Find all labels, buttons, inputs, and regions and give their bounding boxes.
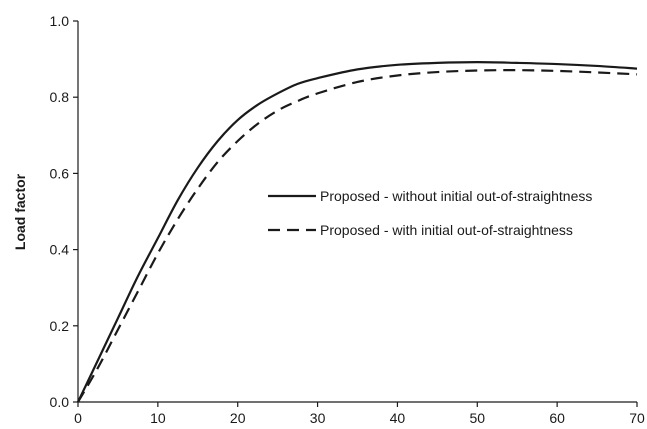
legend-label: Proposed - without initial out-of-straig…: [320, 188, 592, 204]
legend: Proposed - without initial out-of-straig…: [268, 188, 592, 238]
series-layer: [77, 61, 638, 403]
x-tick-label: 30: [310, 410, 326, 426]
series-line-with-imperfection: [77, 69, 638, 403]
y-axis-title: Load factor: [12, 173, 28, 250]
x-tick-label: 60: [549, 410, 565, 426]
series-line-without-imperfection: [77, 61, 638, 403]
y-tick-label: 1.0: [50, 13, 70, 29]
axes: 0.0 0.2 0.4 0.6 0.8 1.0 0 10 20 30 40 50 60 70: [50, 13, 645, 426]
y-tick-label: 0.0: [50, 394, 70, 410]
y-tick-label: 0.4: [50, 242, 70, 258]
x-tick-label: 10: [150, 410, 166, 426]
x-tick-label: 0: [74, 410, 82, 426]
y-tick-label: 0.8: [50, 89, 70, 105]
x-tick-label: 70: [629, 410, 645, 426]
x-tick-label: 20: [230, 410, 246, 426]
legend-label: Proposed - with initial out-of-straightn…: [320, 222, 573, 238]
y-tick-label: 0.2: [50, 318, 70, 334]
y-tick-label: 0.6: [50, 165, 70, 181]
x-tick-label: 40: [390, 410, 406, 426]
x-tick-label: 50: [469, 410, 485, 426]
